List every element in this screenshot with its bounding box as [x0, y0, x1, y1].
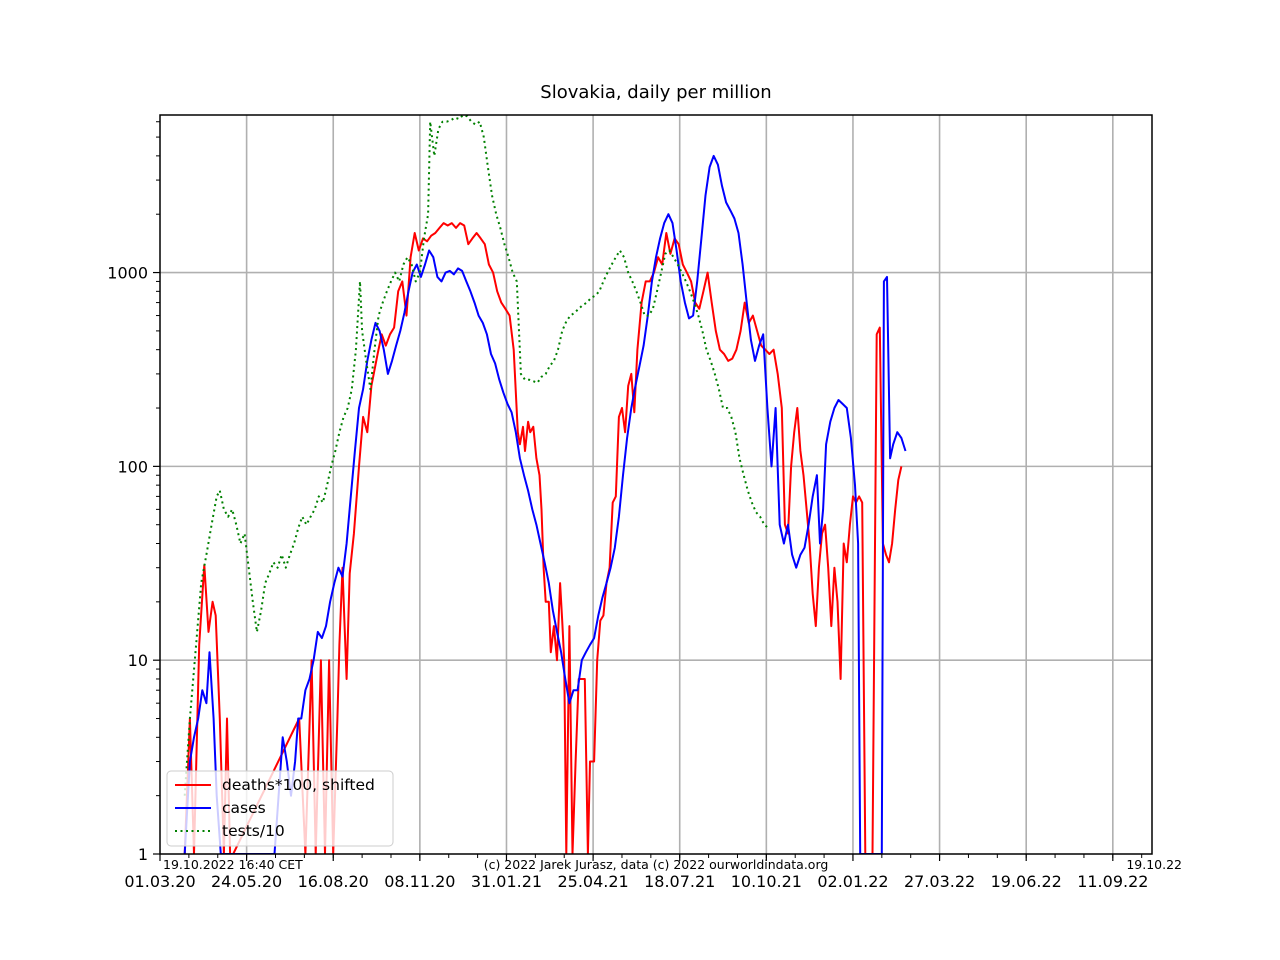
- x-tick-label: 08.11.20: [384, 872, 455, 891]
- x-tick-label: 19.06.22: [991, 872, 1062, 891]
- chart-title: Slovakia, daily per million: [540, 82, 771, 103]
- y-tick-label: 100: [117, 457, 148, 476]
- footer-date: 19.10.22: [1126, 857, 1182, 872]
- chart-legend: deaths*100, shifted cases tests/10: [166, 770, 394, 847]
- legend-label: cases: [222, 799, 266, 817]
- series-line: [183, 154, 907, 854]
- y-tick-label: 1: [138, 845, 148, 864]
- x-tick-label: 18.07.21: [644, 872, 715, 891]
- legend-label: tests/10: [222, 822, 285, 840]
- legend-label: deaths*100, shifted: [222, 776, 375, 794]
- plot-series: [183, 115, 907, 854]
- axis-ticks: [153, 121, 1143, 861]
- x-tick-label: 27.03.22: [904, 872, 975, 891]
- series-line: [183, 222, 903, 854]
- x-tick-label: 10.10.21: [731, 872, 802, 891]
- footer-timestamp: 19.10.2022 16:40 CET: [163, 857, 303, 872]
- y-axis-labels: 1 10 100 1000: [107, 264, 148, 864]
- x-tick-label: 01.03.20: [124, 872, 195, 891]
- x-tick-label: 24.05.20: [211, 872, 282, 891]
- x-tick-label: 11.09.22: [1077, 872, 1148, 891]
- y-tick-label: 10: [128, 651, 148, 670]
- x-tick-label: 16.08.20: [298, 872, 369, 891]
- footer-copyright: (c) 2022 Jarek Jurasz, data (c) 2022 our…: [484, 857, 829, 872]
- grid-lines: [160, 115, 1152, 854]
- x-tick-label: 02.01.22: [817, 872, 888, 891]
- x-axis-labels: 01.03.20 24.05.20 16.08.20 08.11.20 31.01.21…: [124, 872, 1148, 891]
- x-tick-label: 31.01.21: [471, 872, 542, 891]
- legend-box: [166, 770, 394, 847]
- y-tick-label: 1000: [107, 264, 148, 283]
- x-tick-label: 25.04.21: [557, 872, 628, 891]
- plot-frame: [159, 114, 1153, 855]
